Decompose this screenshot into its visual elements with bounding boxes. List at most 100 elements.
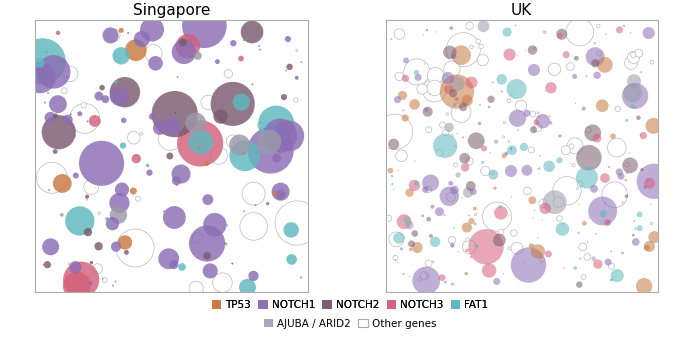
Circle shape <box>592 59 599 67</box>
Circle shape <box>388 168 393 173</box>
Circle shape <box>53 174 71 193</box>
Circle shape <box>647 179 650 181</box>
Circle shape <box>163 210 165 212</box>
Circle shape <box>394 29 405 39</box>
Circle shape <box>538 116 540 118</box>
Circle shape <box>488 106 490 108</box>
Circle shape <box>543 160 555 172</box>
Circle shape <box>202 194 214 205</box>
Circle shape <box>427 67 444 84</box>
Circle shape <box>607 221 610 224</box>
Circle shape <box>528 64 540 76</box>
Circle shape <box>540 257 545 262</box>
Circle shape <box>442 130 449 136</box>
Circle shape <box>640 132 647 139</box>
Circle shape <box>417 84 427 94</box>
Circle shape <box>98 212 101 215</box>
Circle shape <box>178 263 186 271</box>
Circle shape <box>582 106 586 110</box>
Circle shape <box>404 59 430 85</box>
Circle shape <box>454 97 459 101</box>
Circle shape <box>127 32 130 34</box>
Circle shape <box>574 56 579 61</box>
Circle shape <box>640 134 642 136</box>
Circle shape <box>422 186 428 193</box>
Circle shape <box>573 266 578 270</box>
Circle shape <box>452 45 471 65</box>
Circle shape <box>182 3 227 48</box>
Circle shape <box>456 172 461 177</box>
Circle shape <box>377 114 413 150</box>
Circle shape <box>476 39 480 44</box>
Circle shape <box>491 171 494 174</box>
Circle shape <box>43 261 51 268</box>
Circle shape <box>409 276 410 277</box>
Circle shape <box>576 282 582 288</box>
Circle shape <box>240 212 267 240</box>
Circle shape <box>451 134 454 137</box>
Circle shape <box>575 103 576 104</box>
Circle shape <box>426 29 428 31</box>
Circle shape <box>259 49 261 51</box>
Circle shape <box>596 51 602 56</box>
Circle shape <box>569 144 574 149</box>
Circle shape <box>405 188 414 197</box>
Circle shape <box>540 256 542 258</box>
Circle shape <box>288 137 301 150</box>
Circle shape <box>462 136 464 138</box>
Circle shape <box>463 240 476 254</box>
Circle shape <box>146 164 149 167</box>
Circle shape <box>172 40 196 64</box>
Circle shape <box>436 150 443 156</box>
Circle shape <box>597 57 612 73</box>
Circle shape <box>610 251 612 252</box>
Circle shape <box>477 54 489 66</box>
Circle shape <box>225 242 227 244</box>
Circle shape <box>108 29 120 41</box>
Circle shape <box>440 74 474 109</box>
Circle shape <box>640 72 642 73</box>
Circle shape <box>440 187 459 206</box>
Circle shape <box>494 187 496 190</box>
Circle shape <box>482 263 496 278</box>
Circle shape <box>53 114 58 118</box>
Circle shape <box>86 276 90 279</box>
Circle shape <box>636 116 641 120</box>
Circle shape <box>398 170 399 171</box>
Circle shape <box>494 139 498 144</box>
Circle shape <box>172 176 181 185</box>
Circle shape <box>110 77 140 107</box>
Circle shape <box>459 103 467 111</box>
Circle shape <box>617 173 624 180</box>
Circle shape <box>134 31 150 47</box>
Circle shape <box>442 72 454 84</box>
Circle shape <box>115 183 129 197</box>
Circle shape <box>570 163 571 164</box>
Circle shape <box>140 132 143 135</box>
Circle shape <box>47 92 49 94</box>
Circle shape <box>87 120 88 122</box>
Circle shape <box>409 180 420 191</box>
Circle shape <box>608 138 626 157</box>
Circle shape <box>623 25 625 27</box>
Circle shape <box>586 47 605 66</box>
Circle shape <box>414 74 421 81</box>
Circle shape <box>391 175 393 177</box>
Circle shape <box>508 247 510 250</box>
Circle shape <box>163 206 186 229</box>
Circle shape <box>608 166 610 168</box>
Circle shape <box>648 231 661 243</box>
Circle shape <box>430 205 435 209</box>
Circle shape <box>451 282 454 286</box>
Circle shape <box>461 95 472 106</box>
Circle shape <box>470 45 473 49</box>
Circle shape <box>500 210 501 211</box>
Circle shape <box>579 258 581 259</box>
Circle shape <box>447 192 455 201</box>
Circle shape <box>556 157 563 164</box>
Circle shape <box>468 218 475 224</box>
Circle shape <box>540 203 551 214</box>
Circle shape <box>62 88 67 94</box>
Circle shape <box>49 95 67 113</box>
Circle shape <box>556 29 567 40</box>
